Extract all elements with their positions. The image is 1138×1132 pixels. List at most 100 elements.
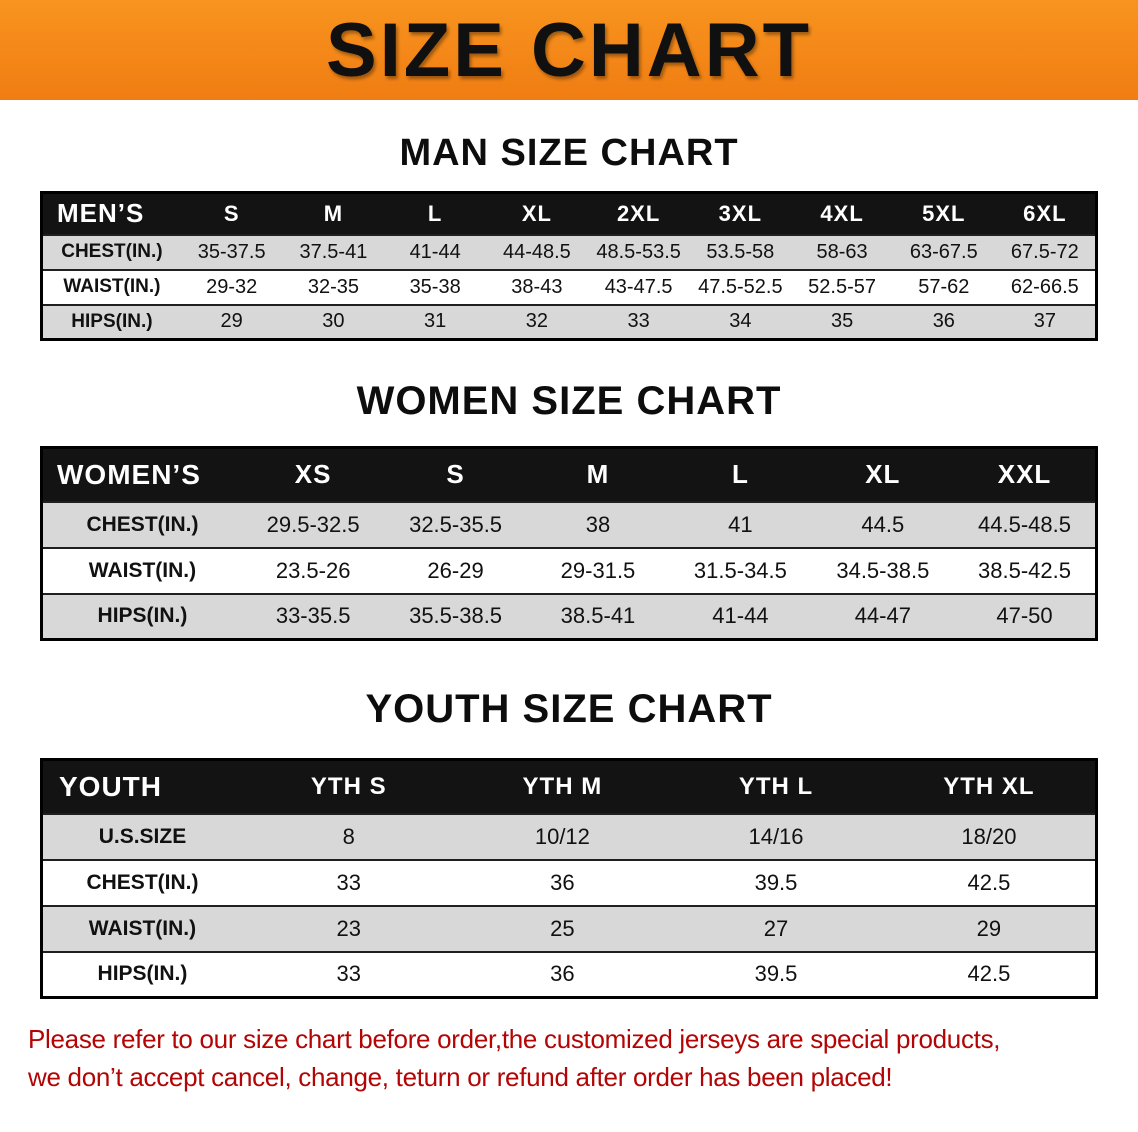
table-cell: 48.5-53.5 xyxy=(587,233,690,270)
table-cell: 57-62 xyxy=(892,268,995,305)
table-cell: 10/12 xyxy=(455,812,670,860)
table-cell: 29 xyxy=(180,303,283,340)
table-row: HIPS(IN.) 29 30 31 32 33 34 35 36 37 xyxy=(41,303,1097,340)
table-header-cell: L xyxy=(669,447,812,502)
table-cell: 38.5-42.5 xyxy=(954,546,1097,594)
table-header-cell: L xyxy=(384,192,487,235)
footer-note-line-2: we don’t accept cancel, change, teturn o… xyxy=(28,1061,893,1092)
table-cell: 32.5-35.5 xyxy=(384,500,527,548)
table-cell: 27 xyxy=(669,904,883,952)
row-label: CHEST(IN.) xyxy=(41,858,242,906)
row-label: WAIST(IN.) xyxy=(41,904,242,952)
women-section-heading: WOMEN SIZE CHART xyxy=(356,379,782,423)
footer-note: Please refer to our size chart before or… xyxy=(28,1021,1110,1096)
table-cell: 36 xyxy=(455,950,670,998)
table-cell: 34.5-38.5 xyxy=(811,546,955,594)
table-cell: 32-35 xyxy=(282,268,385,305)
table-header-row: YOUTH YTH S YTH M YTH L YTH XL xyxy=(41,759,1097,814)
table-header-row: WOMEN’S XS S M L XL XXL xyxy=(41,447,1097,502)
table-cell: 33-35.5 xyxy=(241,592,385,640)
row-label: WAIST(IN.) xyxy=(41,546,242,594)
table-cell: 14/16 xyxy=(669,812,883,860)
table-cell: 41-44 xyxy=(669,592,812,640)
table-header-cell: XL xyxy=(486,192,588,235)
youth-size-table: YOUTH YTH S YTH M YTH L YTH XL U.S.SIZE … xyxy=(40,758,1098,999)
table-header-cell: 6XL xyxy=(994,192,1097,235)
table-cell: 44-47 xyxy=(811,592,955,640)
table-cell: 67.5-72 xyxy=(994,233,1097,270)
table-cell: 47.5-52.5 xyxy=(689,268,792,305)
table-cell: 29-32 xyxy=(180,268,283,305)
men-section-heading: MAN SIZE CHART xyxy=(399,132,739,174)
banner: SIZE CHART xyxy=(0,0,1138,100)
table-row: CHEST(IN.) 29.5-32.5 32.5-35.5 38 41 44.… xyxy=(41,500,1097,548)
table-header-cell: YTH M xyxy=(455,759,670,814)
row-label: HIPS(IN.) xyxy=(41,950,242,998)
table-cell: 31.5-34.5 xyxy=(669,546,812,594)
table-cell: 52.5-57 xyxy=(791,268,893,305)
table-cell: 34 xyxy=(689,303,792,340)
table-cell: 37 xyxy=(994,303,1097,340)
table-cell: 35-38 xyxy=(384,268,487,305)
table-cell: 58-63 xyxy=(791,233,893,270)
table-cell: 63-67.5 xyxy=(892,233,995,270)
table-cell: 23 xyxy=(241,904,456,952)
table-row: U.S.SIZE 8 10/12 14/16 18/20 xyxy=(41,812,1097,860)
table-header-cell: MEN’S xyxy=(41,192,181,235)
table-cell: 44.5-48.5 xyxy=(954,500,1097,548)
men-size-table: MEN’S S M L XL 2XL 3XL 4XL 5XL 6XL CHEST… xyxy=(40,191,1098,341)
table-header-cell: XXL xyxy=(954,447,1097,502)
table-cell: 36 xyxy=(892,303,995,340)
table-header-cell: S xyxy=(384,447,527,502)
table-cell: 35 xyxy=(791,303,893,340)
table-row: CHEST(IN.) 35-37.5 37.5-41 41-44 44-48.5… xyxy=(41,233,1097,270)
table-row: WAIST(IN.) 29-32 32-35 35-38 38-43 43-47… xyxy=(41,268,1097,305)
table-cell: 36 xyxy=(455,858,670,906)
table-cell: 35-37.5 xyxy=(180,233,283,270)
table-cell: 43-47.5 xyxy=(587,268,690,305)
table-cell: 41-44 xyxy=(384,233,487,270)
table-header-cell: 3XL xyxy=(689,192,792,235)
table-cell: 62-66.5 xyxy=(994,268,1097,305)
table-cell: 33 xyxy=(241,858,456,906)
row-label: HIPS(IN.) xyxy=(41,592,242,640)
table-header-cell: XS xyxy=(241,447,385,502)
table-cell: 39.5 xyxy=(669,950,883,998)
table-cell: 29 xyxy=(882,904,1097,952)
footer-note-line-1: Please refer to our size chart before or… xyxy=(28,1024,1001,1054)
table-header-cell: M xyxy=(526,447,670,502)
table-cell: 44-48.5 xyxy=(486,233,588,270)
row-label: CHEST(IN.) xyxy=(41,500,242,548)
table-cell: 41 xyxy=(669,500,812,548)
table-cell: 33 xyxy=(241,950,456,998)
table-row: WAIST(IN.) 23.5-26 26-29 29-31.5 31.5-34… xyxy=(41,546,1097,594)
table-cell: 30 xyxy=(282,303,385,340)
banner-title: SIZE CHART xyxy=(326,7,812,93)
table-header-cell: XL xyxy=(811,447,955,502)
table-cell: 44.5 xyxy=(811,500,955,548)
table-cell: 23.5-26 xyxy=(241,546,385,594)
table-cell: 53.5-58 xyxy=(689,233,792,270)
table-cell: 39.5 xyxy=(669,858,883,906)
table-cell: 42.5 xyxy=(882,950,1097,998)
table-cell: 18/20 xyxy=(882,812,1097,860)
table-cell: 25 xyxy=(455,904,670,952)
table-cell: 47-50 xyxy=(954,592,1097,640)
youth-section-heading: YOUTH SIZE CHART xyxy=(365,687,773,731)
table-cell: 32 xyxy=(486,303,588,340)
table-cell: 29-31.5 xyxy=(526,546,670,594)
table-header-cell: 5XL xyxy=(892,192,995,235)
table-header-cell: M xyxy=(282,192,385,235)
row-label: WAIST(IN.) xyxy=(41,268,181,305)
table-row: WAIST(IN.) 23 25 27 29 xyxy=(41,904,1097,952)
table-row: CHEST(IN.) 33 36 39.5 42.5 xyxy=(41,858,1097,906)
table-header-cell: 2XL xyxy=(587,192,690,235)
women-size-table: WOMEN’S XS S M L XL XXL CHEST(IN.) 29.5-… xyxy=(40,446,1098,641)
table-header-cell: YOUTH xyxy=(41,759,242,814)
table-cell: 35.5-38.5 xyxy=(384,592,527,640)
table-header-cell: YTH XL xyxy=(882,759,1097,814)
table-header-cell: YTH L xyxy=(669,759,883,814)
table-cell: 31 xyxy=(384,303,487,340)
table-cell: 29.5-32.5 xyxy=(241,500,385,548)
